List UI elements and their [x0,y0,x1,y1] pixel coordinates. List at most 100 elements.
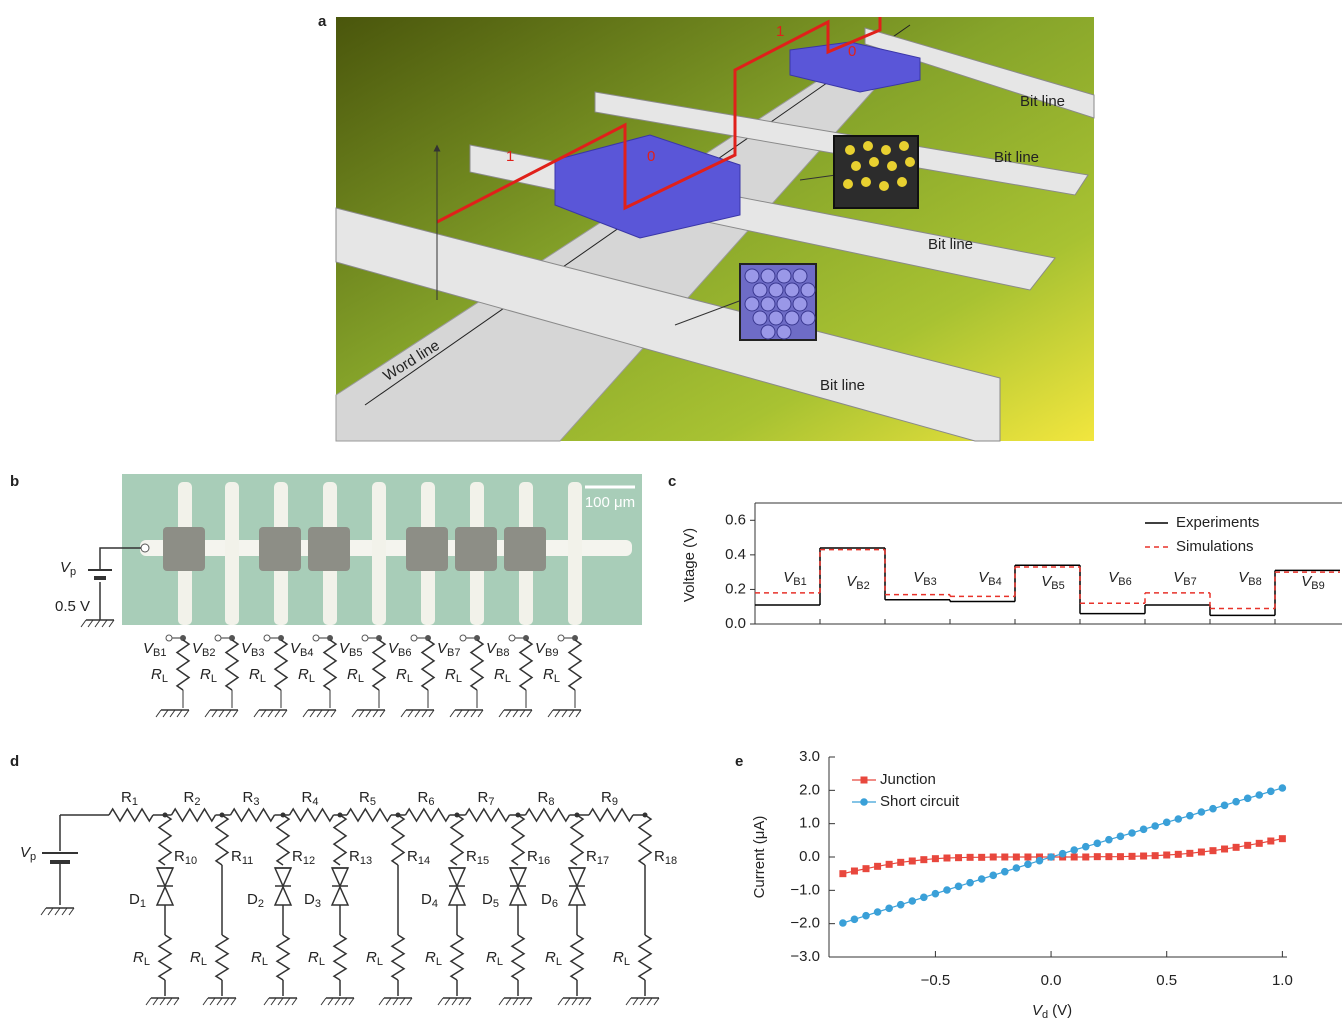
subscript: L [319,956,325,968]
subscript: B7 [447,647,460,659]
marker [1232,798,1240,806]
marker [897,859,904,866]
ground-hatch [408,710,413,717]
ground-hatch [41,908,46,915]
ground-hatch [271,998,276,1005]
marker [908,897,916,905]
ground-hatch [328,998,333,1005]
marker [1024,861,1032,869]
marker [1071,854,1078,861]
resistor-label: R15 [466,848,489,867]
marker [1209,847,1216,854]
ground-hatch [335,998,340,1005]
symbol: R [133,949,144,966]
symbol: R [349,848,360,865]
subscript: L [377,956,383,968]
resistor [109,809,153,821]
node-label: VB2 [192,640,215,659]
subscript: L [436,956,442,968]
ground-hatch [499,710,504,717]
subscript: L [262,956,268,968]
marker [1209,805,1217,813]
y-tick-label: 2.0 [799,781,820,798]
legend-label: Short circuit [880,793,960,810]
node-label: VB5 [339,640,362,659]
ground-hatch [264,998,269,1005]
diode-label: D6 [541,891,558,910]
marker [1198,808,1206,816]
marker [909,858,916,865]
ground-hatch [331,710,336,717]
load-label: RL [396,666,413,685]
symbol: R [466,848,477,865]
node [362,635,368,641]
resistor-label: R5 [359,789,376,808]
load-label: RL [298,666,315,685]
legend-marker [860,798,868,806]
marker [839,870,846,877]
bit-line-electrode [225,482,239,625]
y-tick-label: 1.0 [799,815,820,832]
ground-hatch [466,998,471,1005]
diode [275,887,291,905]
panel-label: c [668,473,676,490]
symbol: D [304,891,315,908]
ground-hatch [88,620,93,627]
subscript: L [556,956,562,968]
y-tick-label: −3.0 [790,948,820,965]
ground-hatch [569,710,574,717]
bit-value: 0 [848,43,856,60]
ground-hatch [153,998,158,1005]
symbol: R [359,789,370,806]
marker [1163,819,1171,827]
ground-hatch [445,998,450,1005]
subscript: p [70,566,76,578]
symbol: R [486,949,497,966]
resistor [159,815,171,865]
legend-label: Junction [880,771,936,788]
ground-hatch [499,998,504,1005]
marker [1174,815,1182,823]
marker [1279,784,1287,792]
marker [1105,853,1112,860]
marker [1267,788,1275,796]
load-label: RL [494,666,511,685]
marker [955,883,963,891]
node-label: VB6 [388,640,411,659]
load-label: RL [308,949,325,968]
ground-hatch [62,908,67,915]
marker [932,855,939,862]
marker [1198,849,1205,856]
diode [275,868,291,886]
diode-label: D3 [304,891,321,910]
ground-hatch [224,998,229,1005]
marker [885,905,893,913]
symbol: D [247,891,258,908]
symbol: R [654,848,665,865]
load-label: RL [133,949,150,968]
resistor [571,935,583,980]
y-tick-label: 0.6 [725,511,746,528]
symbol: R [231,848,242,865]
subscript: 13 [360,855,372,867]
ground-hatch [282,710,287,717]
resistor [466,809,510,821]
legend-label: Simulations [1176,538,1254,555]
subscript: 18 [665,855,677,867]
resistor [216,935,228,980]
marker [932,890,940,898]
marker [978,875,986,883]
resistor [639,815,651,865]
ground-hatch [342,998,347,1005]
resistor-label: R10 [174,848,197,867]
resistor [471,640,483,690]
ground-hatch [359,710,364,717]
subscript: B1 [153,647,166,659]
ground-hatch [562,710,567,717]
symbol: R [298,666,309,683]
marker [851,868,858,875]
y-tick-label: −2.0 [790,915,820,932]
ground-hatch [146,998,151,1005]
subscript: B8 [1248,576,1261,588]
marker [1140,826,1148,834]
